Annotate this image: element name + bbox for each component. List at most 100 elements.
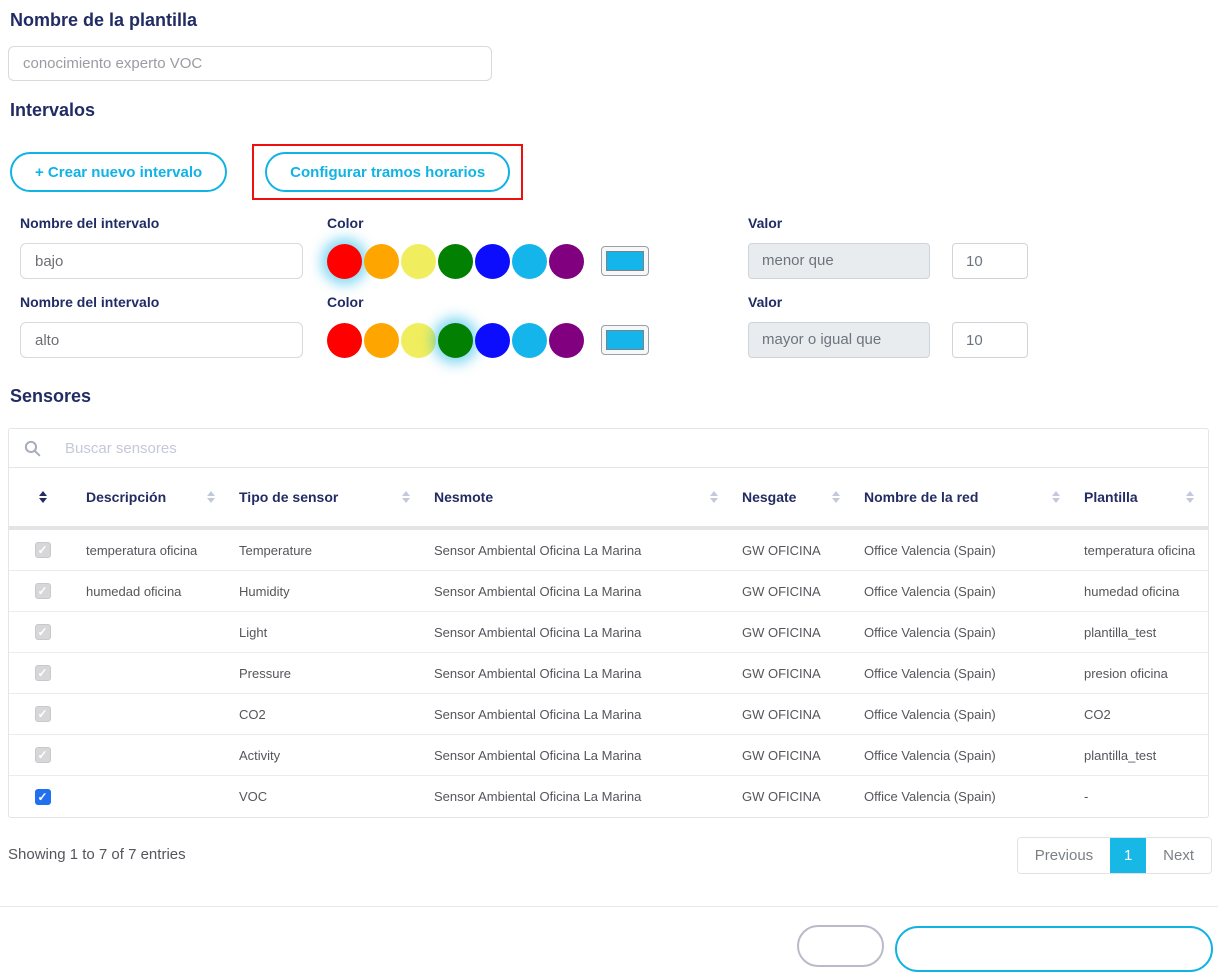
row-checkbox[interactable]: [35, 542, 51, 558]
cell-tipo: VOC: [229, 789, 424, 804]
cell-nesgate: GW OFICINA: [732, 625, 854, 640]
cell-red: Office Valencia (Spain): [854, 666, 1074, 681]
cell-plantilla: CO2: [1074, 707, 1208, 722]
color-picker-swatch[interactable]: [601, 246, 649, 276]
color-circle[interactable]: [401, 244, 436, 279]
color-circle[interactable]: [438, 323, 473, 358]
value-input[interactable]: [952, 243, 1028, 279]
row-checkbox[interactable]: [35, 665, 51, 681]
interval-name-label: Nombre del intervalo: [20, 294, 303, 310]
table-row: Pressure Sensor Ambiental Oficina La Mar…: [9, 653, 1208, 694]
cell-nesmote: Sensor Ambiental Oficina La Marina: [424, 543, 732, 558]
cell-nesmote: Sensor Ambiental Oficina La Marina: [424, 748, 732, 763]
color-circle[interactable]: [549, 244, 584, 279]
cell-nesgate: GW OFICINA: [732, 584, 854, 599]
color-circle[interactable]: [475, 244, 510, 279]
cell-plantilla: humedad oficina: [1074, 584, 1208, 599]
color-circle[interactable]: [438, 244, 473, 279]
next-page-button[interactable]: Next: [1146, 838, 1211, 873]
sort-icon: [207, 491, 215, 503]
save-button-cutoff[interactable]: [895, 926, 1213, 972]
interval-name-input[interactable]: [20, 243, 303, 279]
color-circle[interactable]: [512, 323, 547, 358]
sort-icon: [402, 491, 410, 503]
page-number-button[interactable]: 1: [1110, 838, 1146, 873]
cell-red: Office Valencia (Spain): [854, 789, 1074, 804]
sensors-table: Descripción Tipo de sensor Nesmote Nesga…: [8, 428, 1209, 818]
value-label: Valor: [748, 294, 1028, 310]
sort-icon: [39, 491, 47, 503]
intervals-title: Intervalos: [10, 100, 1218, 121]
cell-red: Office Valencia (Spain): [854, 707, 1074, 722]
sort-icon: [710, 491, 718, 503]
column-header-nesgate[interactable]: Nesgate: [732, 489, 854, 505]
column-header-nombre-de-la-red[interactable]: Nombre de la red: [854, 489, 1074, 505]
cell-tipo: Light: [229, 625, 424, 640]
color-picker-current: [606, 330, 644, 350]
create-interval-button[interactable]: + Crear nuevo intervalo: [10, 152, 227, 192]
color-circle[interactable]: [327, 323, 362, 358]
value-label: Valor: [748, 215, 1028, 231]
interval-name-input[interactable]: [20, 322, 303, 358]
cell-plantilla: plantilla_test: [1074, 748, 1208, 763]
sort-icon: [1052, 491, 1060, 503]
configure-time-slots-button[interactable]: Configurar tramos horarios: [265, 152, 510, 192]
column-header-nesmote[interactable]: Nesmote: [424, 489, 732, 505]
column-header-descripcion[interactable]: Descripción: [76, 489, 229, 505]
operator-select[interactable]: menor que: [748, 243, 930, 279]
cell-plantilla: plantilla_test: [1074, 625, 1208, 640]
bottom-divider: [0, 906, 1218, 907]
color-circle[interactable]: [364, 244, 399, 279]
cell-tipo: CO2: [229, 707, 424, 722]
column-header-plantilla[interactable]: Plantilla: [1074, 489, 1208, 505]
row-checkbox[interactable]: [35, 789, 51, 805]
cell-nesgate: GW OFICINA: [732, 707, 854, 722]
row-checkbox[interactable]: [35, 624, 51, 640]
entries-summary: Showing 1 to 7 of 7 entries: [8, 837, 186, 863]
previous-page-button[interactable]: Previous: [1018, 838, 1110, 873]
select-column-sort[interactable]: [9, 491, 76, 503]
sensors-search-bar: [9, 429, 1208, 468]
operator-select[interactable]: mayor o igual que: [748, 322, 930, 358]
color-circle[interactable]: [512, 244, 547, 279]
color-picker-swatch[interactable]: [601, 325, 649, 355]
column-header-tipo-de-sensor[interactable]: Tipo de sensor: [229, 489, 424, 505]
table-row: Light Sensor Ambiental Oficina La Marina…: [9, 612, 1208, 653]
cell-descripcion: temperatura oficina: [76, 543, 229, 558]
intervals-toolbar: + Crear nuevo intervalo Configurar tramo…: [10, 144, 1218, 200]
cell-nesmote: Sensor Ambiental Oficina La Marina: [424, 584, 732, 599]
color-circle[interactable]: [401, 323, 436, 358]
cell-plantilla: presion oficina: [1074, 666, 1208, 681]
color-circle[interactable]: [327, 244, 362, 279]
value-input[interactable]: [952, 322, 1028, 358]
cell-nesgate: GW OFICINA: [732, 543, 854, 558]
row-checkbox[interactable]: [35, 706, 51, 722]
table-footer: Showing 1 to 7 of 7 entries Previous 1 N…: [0, 837, 1218, 874]
search-icon: [24, 440, 41, 457]
color-picker-current: [606, 251, 644, 271]
cell-nesgate: GW OFICINA: [732, 666, 854, 681]
cell-tipo: Activity: [229, 748, 424, 763]
highlight-red-box: Configurar tramos horarios: [252, 144, 523, 200]
table-row: temperatura oficina Temperature Sensor A…: [9, 530, 1208, 571]
table-row: VOC Sensor Ambiental Oficina La Marina G…: [9, 776, 1208, 817]
interval-row: Nombre del intervalo Color Valor mayor o…: [20, 294, 1218, 358]
row-checkbox[interactable]: [35, 583, 51, 599]
table-row: Activity Sensor Ambiental Oficina La Mar…: [9, 735, 1208, 776]
cell-nesgate: GW OFICINA: [732, 748, 854, 763]
search-sensors-input[interactable]: [65, 440, 1193, 457]
sensors-title: Sensores: [10, 386, 1218, 407]
cell-plantilla: -: [1074, 789, 1208, 804]
color-circle[interactable]: [475, 323, 510, 358]
cancel-button-cutoff[interactable]: [797, 925, 884, 967]
cell-nesmote: Sensor Ambiental Oficina La Marina: [424, 666, 732, 681]
template-name-input[interactable]: [8, 46, 492, 81]
interval-row: Nombre del intervalo Color Valor menor q…: [20, 215, 1218, 279]
color-circle[interactable]: [549, 323, 584, 358]
color-palette: [327, 323, 586, 358]
cell-nesmote: Sensor Ambiental Oficina La Marina: [424, 789, 732, 804]
color-label: Color: [327, 294, 692, 310]
pagination: Previous 1 Next: [1017, 837, 1212, 874]
color-circle[interactable]: [364, 323, 399, 358]
row-checkbox[interactable]: [35, 747, 51, 763]
